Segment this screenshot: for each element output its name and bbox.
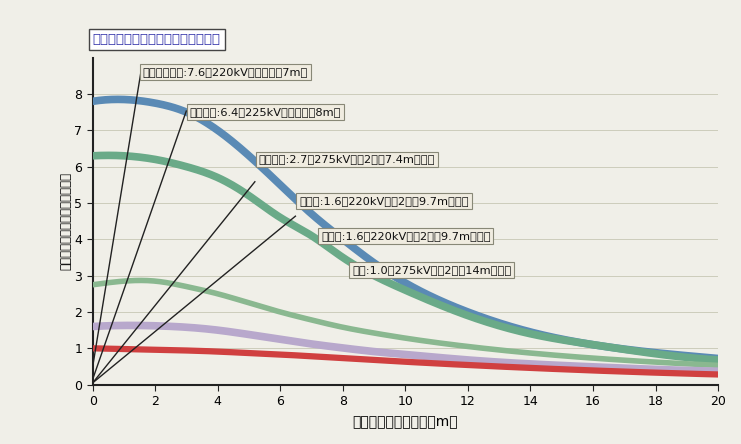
Text: 日本の最大値を１としたときの比率: 日本の最大値を１としたときの比率 xyxy=(93,33,221,46)
Text: 日本:1.0（275kV垂直2回線14m逆相）: 日本:1.0（275kV垂直2回線14m逆相） xyxy=(352,265,511,275)
Text: スイス:1.6（220kV三角2回線9.7m逆相）: スイス:1.6（220kV三角2回線9.7m逆相） xyxy=(321,231,491,241)
Text: イギリス:2.7（275kV垂直2回線7.4m逆相）: イギリス:2.7（275kV垂直2回線7.4m逆相） xyxy=(259,155,435,164)
Y-axis label: 磁界レベル（マイクロテスラ）: 磁界レベル（マイクロテスラ） xyxy=(59,172,73,270)
Text: スイス:1.6（220kV垂直2回線9.7m逆相）: スイス:1.6（220kV垂直2回線9.7m逆相） xyxy=(299,196,469,206)
Text: スウェーデン:7.6（220kV水平１回線7m）: スウェーデン:7.6（220kV水平１回線7m） xyxy=(143,67,308,77)
X-axis label: 鉄塔中心からの距離（m）: 鉄塔中心からの距離（m） xyxy=(353,415,458,429)
Text: フランス:6.4（225kV水平１回線8m）: フランス:6.4（225kV水平１回線8m） xyxy=(190,107,341,117)
